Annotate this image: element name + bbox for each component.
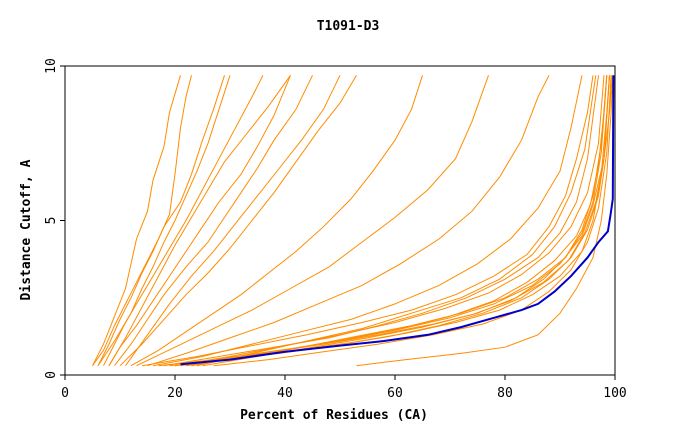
x-tick-label: 80 (497, 386, 513, 401)
model-line-2 (97, 75, 225, 366)
model-line-23 (356, 75, 614, 367)
model-line-18 (191, 75, 608, 367)
x-tick-label: 60 (387, 386, 403, 401)
x-tick-label: 20 (167, 386, 183, 401)
model-line-27 (196, 75, 597, 367)
model-line-19 (141, 75, 594, 367)
x-axis-ticks: 0 20 40 60 80 100 (61, 375, 627, 401)
model-line-10 (147, 75, 550, 367)
y-axis-label: Distance Cutoff, A (19, 159, 34, 300)
x-axis-label: Percent of Residues (CA) (240, 408, 428, 423)
y-axis-ticks: 0 5 10 (44, 58, 65, 379)
model-line-4 (108, 75, 291, 366)
model-line-8 (130, 75, 423, 367)
model-line-25 (108, 75, 291, 366)
model-line-12 (163, 75, 599, 367)
model-line-11 (152, 75, 583, 367)
chart-title: T1091-D3 (317, 19, 380, 34)
highlight-model-line (180, 75, 615, 366)
x-tick-label: 100 (603, 386, 626, 401)
y-tick-label: 0 (44, 371, 59, 379)
model-line-20 (202, 75, 610, 367)
model-line-26 (125, 75, 341, 366)
model-line-17 (180, 75, 608, 367)
model-line-24 (92, 75, 181, 366)
model-line-9 (136, 75, 489, 367)
highlight-layer (180, 75, 615, 366)
series-layer (92, 75, 614, 367)
model-line-1 (92, 75, 192, 366)
y-tick-label: 5 (44, 217, 59, 225)
x-tick-label: 0 (61, 386, 69, 401)
x-tick-label: 40 (277, 386, 293, 401)
y-tick-label: 10 (44, 58, 59, 74)
model-line-5 (97, 75, 231, 366)
model-line-7 (119, 75, 357, 367)
model-line-6 (114, 75, 313, 367)
model-line-3 (103, 75, 264, 366)
